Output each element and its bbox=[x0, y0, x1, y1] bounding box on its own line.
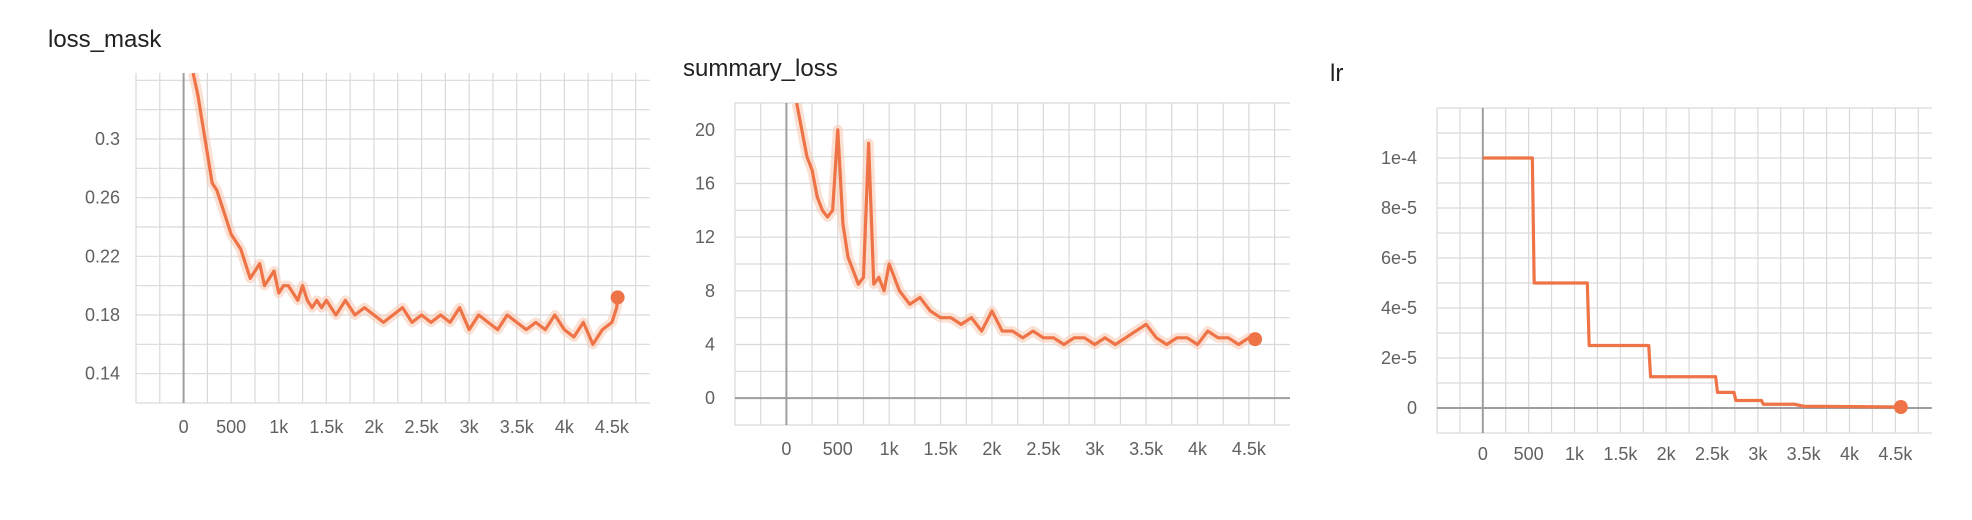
series-raw-band bbox=[188, 73, 623, 350]
chart-title: summary_loss bbox=[683, 55, 838, 82]
x-tick-label: 4.5k bbox=[595, 417, 630, 437]
x-tick-label: 1.5k bbox=[1603, 444, 1638, 464]
x-tick-label: 3k bbox=[1748, 444, 1768, 464]
chart-title: loss_mask bbox=[48, 26, 162, 53]
x-tick-label: 500 bbox=[216, 417, 246, 437]
x-tick-label: 500 bbox=[823, 439, 853, 459]
y-tick-label: 0.22 bbox=[85, 246, 120, 266]
chart-lr: 0 500 1k 1.5k 2k 2.5k 3k 3.5k 4k 4.5k 0 2e-5 4e-5 6e-… bbox=[1381, 107, 1932, 464]
y-tick-label: 1e-4 bbox=[1381, 148, 1417, 168]
x-tick-label: 1k bbox=[880, 439, 900, 459]
y-tick-label: 0 bbox=[1407, 398, 1417, 418]
x-tick-label: 2k bbox=[1657, 444, 1677, 464]
x-tick-label: 1k bbox=[1565, 444, 1585, 464]
x-tick-label: 3k bbox=[460, 417, 480, 437]
y-tick-label: 12 bbox=[695, 227, 715, 247]
y-tick-label: 4e-5 bbox=[1381, 298, 1417, 318]
x-tick-label: 2k bbox=[364, 417, 384, 437]
y-tick-label: 0.26 bbox=[85, 188, 120, 208]
x-tick-label: 3.5k bbox=[1787, 444, 1822, 464]
x-tick-label: 4.5k bbox=[1232, 439, 1267, 459]
x-tick-label: 3.5k bbox=[500, 417, 535, 437]
chart-title: lr bbox=[1330, 60, 1344, 87]
y-tick-label: 0.18 bbox=[85, 305, 120, 325]
x-tick-label: 2.5k bbox=[1026, 439, 1061, 459]
x-tick-label: 2.5k bbox=[1695, 444, 1730, 464]
x-tick-label: 0 bbox=[781, 439, 791, 459]
x-tick-label: 4k bbox=[555, 417, 575, 437]
series-line bbox=[795, 103, 1256, 347]
x-tick-label: 2k bbox=[982, 439, 1002, 459]
x-tick-label: 1.5k bbox=[924, 439, 959, 459]
x-tick-label: 4k bbox=[1840, 444, 1860, 464]
last-value-marker[interactable] bbox=[1893, 400, 1908, 414]
grid bbox=[135, 73, 650, 404]
x-tick-label: 0 bbox=[179, 417, 189, 437]
y-tick-label: 4 bbox=[705, 335, 715, 355]
series-line bbox=[1482, 156, 1901, 409]
chart-loss-mask: 0 500 1k 1.5k 2k 2.5k 3k 3.5k 4k 4.5k 0.14 0.18 0.22… bbox=[85, 72, 650, 437]
y-tick-label: 0 bbox=[705, 388, 715, 408]
x-tick-label: 3.5k bbox=[1129, 439, 1164, 459]
y-tick-label: 0.3 bbox=[95, 129, 120, 149]
chart-summary-loss: 0 500 1k 1.5k 2k 2.5k 3k 3.5k 4k 4.5k 0 4 8 12 16 20 bbox=[695, 102, 1290, 459]
grid bbox=[734, 102, 1290, 426]
y-tick-label: 0.14 bbox=[85, 364, 120, 384]
x-tick-label: 4k bbox=[1188, 439, 1208, 459]
last-value-marker[interactable] bbox=[610, 290, 625, 305]
grid bbox=[1436, 107, 1932, 434]
x-tick-label: 500 bbox=[1514, 444, 1544, 464]
x-tick-label: 0 bbox=[1478, 444, 1488, 464]
y-tick-label: 20 bbox=[695, 120, 715, 140]
y-tick-label: 16 bbox=[695, 174, 715, 194]
x-tick-label: 2.5k bbox=[405, 417, 440, 437]
y-tick-label: 8e-5 bbox=[1381, 198, 1417, 218]
y-tick-label: 6e-5 bbox=[1381, 248, 1417, 268]
last-value-marker[interactable] bbox=[1248, 332, 1263, 347]
y-tick-label: 8 bbox=[705, 281, 715, 301]
x-tick-label: 1.5k bbox=[309, 417, 344, 437]
y-tick-label: 2e-5 bbox=[1381, 348, 1417, 368]
x-tick-label: 3k bbox=[1085, 439, 1105, 459]
x-tick-label: 1k bbox=[269, 417, 289, 437]
x-tick-label: 4.5k bbox=[1878, 444, 1913, 464]
